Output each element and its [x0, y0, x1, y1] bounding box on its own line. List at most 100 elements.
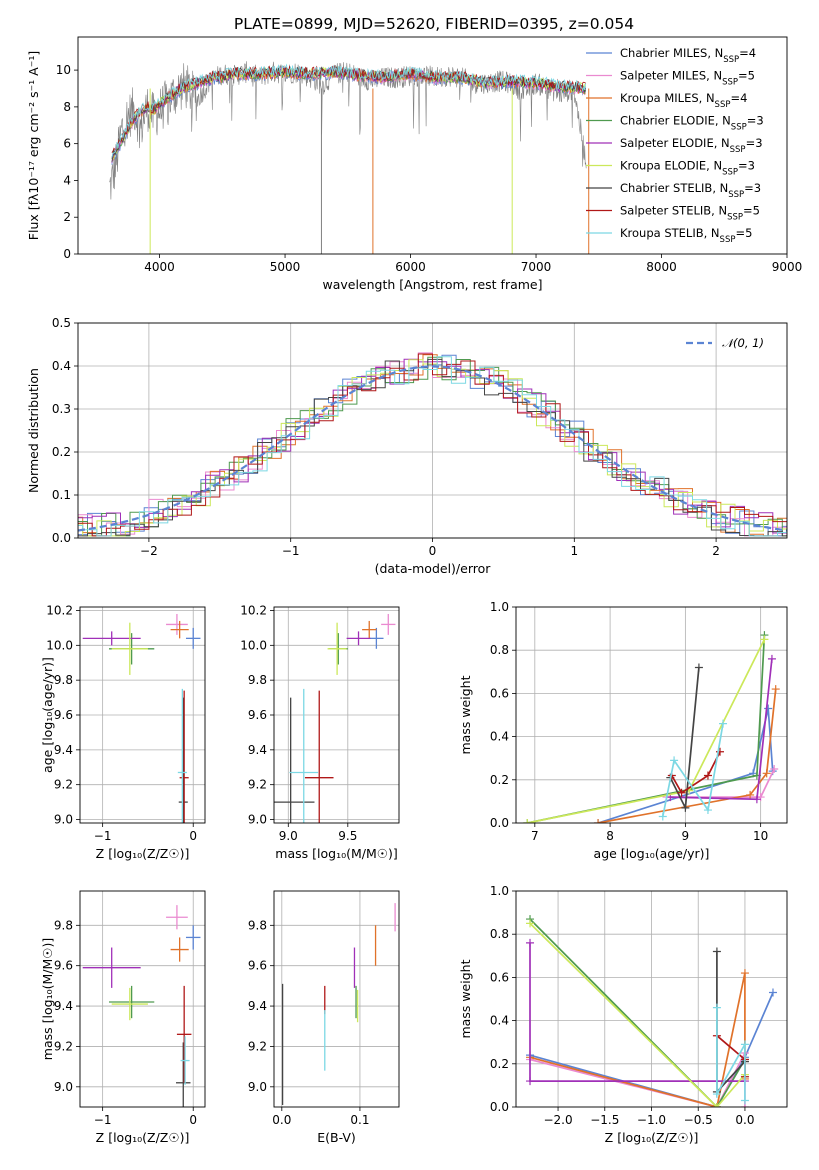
tick-label-y: 0.8: [490, 643, 509, 657]
tick-label-y: 10: [56, 63, 71, 77]
weight-marker: [677, 788, 686, 797]
errorbar-plot: [281, 903, 396, 1105]
y-axis-label: Normed distribution: [26, 368, 41, 493]
errorbar-point: [170, 620, 189, 639]
tick-label-y: 9.4: [54, 743, 73, 757]
tick-label-x: 0: [189, 829, 197, 843]
errorbar-point: [180, 1036, 190, 1085]
tick-label-y: 9.8: [54, 673, 73, 687]
tick-label-x: 8: [606, 829, 614, 843]
axes-frame: [515, 890, 788, 1108]
errorbar-point: [381, 613, 396, 635]
errorbar-point: [177, 688, 187, 823]
y-axis-label: mass [log₁₀(M/M☉)]: [40, 938, 55, 1060]
weight-marker: [712, 947, 721, 956]
line-plot: [523, 631, 780, 823]
legend-entry: Chabrier MILES, NSSP=4: [620, 46, 756, 65]
model-spectrum-line: [111, 63, 587, 158]
weight-marker: [694, 663, 703, 672]
errorbar-point: [170, 937, 189, 962]
weight-line: [529, 1052, 746, 1107]
axes-frame: [77, 36, 788, 255]
tick-label-x: 1: [570, 544, 578, 558]
normal-curve: [78, 365, 787, 532]
tick-label-x: −1: [94, 829, 112, 843]
tick-label-y: 8: [63, 100, 71, 114]
tick-label-x: 0.1: [350, 1113, 369, 1127]
weight-line: [527, 639, 766, 823]
tick-label-y: 2: [63, 210, 71, 224]
weight-marker: [762, 769, 771, 778]
spectrum-plot: [109, 61, 590, 254]
y-axis-label: mass weight: [458, 675, 473, 754]
y-axis-label: Flux [fλ10⁻¹⁷ erg cm⁻² s⁻¹ A⁻¹]: [26, 51, 41, 240]
errorbar-point: [289, 688, 319, 823]
tick-label-y: 9.2: [54, 1039, 73, 1053]
errorbar-point: [327, 622, 347, 675]
tick-label-y: 1.0: [490, 884, 509, 898]
legend-entry: 𝒩(0, 1): [722, 336, 764, 350]
line-plot: [526, 915, 777, 1107]
tick-label-y: 0.2: [490, 1057, 509, 1071]
errorbar-point: [178, 697, 188, 823]
weight-line: [671, 751, 721, 795]
tick-label-x: −2: [140, 544, 158, 558]
legend: Chabrier MILES, NSSP=4 Salpeter MILES, NS…: [586, 46, 764, 245]
tick-label-y: 0.6: [490, 970, 509, 984]
tick-label-x: 0: [429, 544, 437, 558]
weight-marker: [658, 812, 667, 821]
weight-marker: [752, 795, 761, 804]
errorbar-point: [274, 697, 315, 823]
tick-label-y: 4: [63, 173, 71, 187]
weight-marker: [770, 765, 779, 773]
x-axis-label: Z [log₁₀(Z/Z☉)]: [605, 1130, 699, 1145]
tick-label-y: 10.2: [240, 603, 267, 617]
tick-label-x: −0.5: [684, 1113, 713, 1127]
x-axis-label: age [log₁₀(age/yr)]: [594, 846, 710, 861]
legend-entry: Kroupa STELIB, NSSP=5: [620, 226, 752, 245]
weight-line: [529, 922, 746, 1107]
errorbar-point: [82, 631, 141, 646]
y-axis-label: mass weight: [458, 959, 473, 1038]
errorbar-point: [111, 987, 148, 1021]
tick-label-y: 1.0: [490, 600, 509, 614]
errorbar-point: [82, 947, 141, 988]
weight-line: [529, 918, 746, 1107]
errorbar-point: [166, 613, 188, 635]
tick-label-y: 9.0: [54, 813, 73, 827]
tick-label-x: 7000: [521, 260, 552, 274]
legend-entry: Kroupa MILES, NSSP=4: [620, 91, 747, 110]
tick-label-y: 0.0: [490, 1100, 509, 1114]
chart-title: PLATE=0899, MJD=52620, FIBERID=0395, z=0…: [234, 15, 634, 33]
tick-label-x: 7: [531, 829, 539, 843]
axes-frame: [79, 890, 206, 1108]
weight-marker: [526, 938, 535, 947]
tick-label-y: 0.4: [490, 730, 509, 744]
legend-entry: Salpeter MILES, NSSP=5: [620, 69, 755, 88]
errorbar-point: [176, 985, 192, 1083]
weight-marker: [740, 969, 749, 978]
axes-frame: [79, 606, 206, 824]
weight-marker: [523, 819, 532, 823]
tick-label-y: 0: [63, 247, 71, 261]
tick-label-y: 0.4: [52, 359, 71, 373]
axes-frame: [273, 890, 400, 1108]
tick-label-y: 9.0: [248, 813, 267, 827]
errorbar-point: [176, 1042, 191, 1107]
tick-label-y: 0.4: [490, 1014, 509, 1028]
tick-label-y: 9.2: [54, 778, 73, 792]
errorbar-point: [185, 627, 201, 649]
tick-label-y: 9.6: [248, 708, 267, 722]
legend-entry: Kroupa ELODIE, NSSP=3: [620, 159, 755, 178]
tick-label-x: 0: [189, 1113, 197, 1127]
errorbar-point: [362, 620, 377, 639]
x-axis-label: Z [log₁₀(Z/Z☉)]: [96, 1130, 190, 1145]
tick-label-y: 0.2: [52, 445, 71, 459]
errorbar-plot: [274, 613, 396, 823]
x-axis-label: E(B-V): [317, 1130, 356, 1145]
legend-entry: Salpeter STELIB, NSSP=5: [620, 204, 760, 223]
weight-marker: [768, 988, 777, 997]
tick-label-y: 0.0: [52, 531, 71, 545]
weight-marker: [767, 654, 776, 663]
